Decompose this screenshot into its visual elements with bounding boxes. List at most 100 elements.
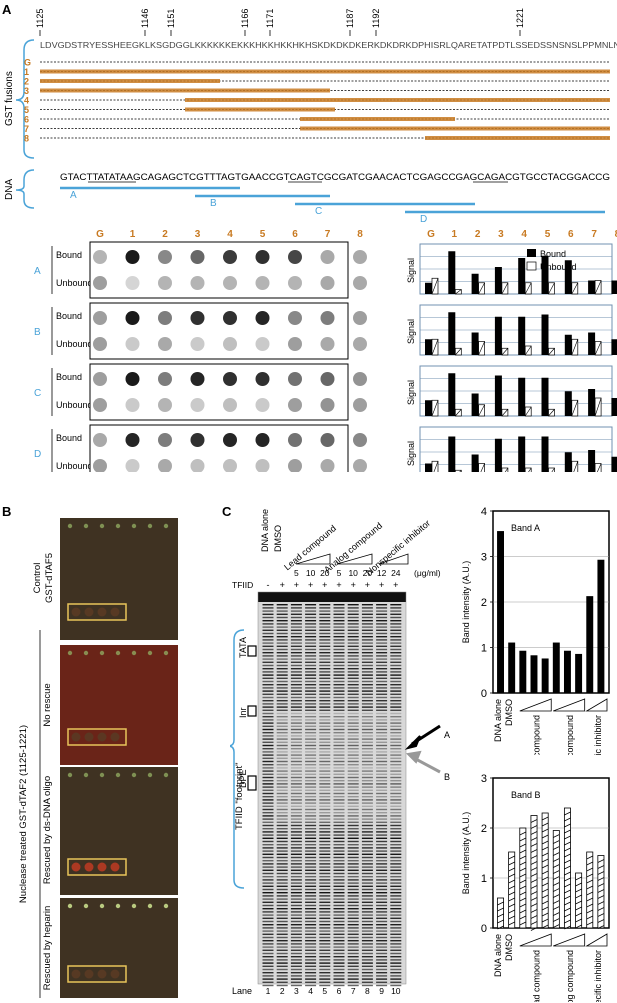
chart-bar-hatch [597,871,605,875]
chart-bar-hatch [541,840,549,845]
unbound-hatch [480,463,485,472]
gel-band [276,757,288,759]
gel-band [319,792,331,795]
arrow-a-head [404,735,421,750]
membrane-spot [131,523,137,529]
gel-band [262,703,274,705]
gel-band [347,754,359,756]
gel-band [333,725,345,727]
gel-band [262,751,274,753]
gel-band [390,834,402,836]
gel-band [319,872,331,875]
gel-band [319,655,331,657]
bound-dot [288,250,302,264]
gel-band [361,680,373,683]
gel-band [390,661,402,663]
bound-signal-bar [494,375,502,416]
gel-band [333,834,345,836]
gel-band [390,946,402,948]
gel-band [347,978,359,980]
gel-band [319,725,331,727]
gel-band [347,847,359,849]
gel-band [376,674,388,676]
gel-band [319,930,331,932]
gel-band [305,658,317,660]
unbound-dot [223,398,237,412]
gel-band [276,725,288,727]
signal-axis-label: Signal [406,258,416,283]
gel-band [262,840,274,843]
chart-bar-hatch [597,901,605,905]
gel-band [319,821,331,823]
gel-band [376,773,388,775]
bound-signal-bar [611,339,617,355]
gel-band [333,818,345,820]
gel-band [347,924,359,926]
gel-band [376,639,388,641]
fusion-bar [300,126,610,131]
gel-band [390,645,402,647]
bound-signal-bar [588,450,596,472]
membrane-spot [67,650,73,656]
gel-band [290,632,302,635]
chart-bar-hatch [541,834,549,839]
gel-band [376,850,388,852]
gel-band [361,965,373,967]
chart-bar [575,872,583,929]
bound-signal-bar [471,273,479,294]
gel-band [305,831,317,833]
gel-band [319,623,331,625]
gel-band [290,684,302,686]
gel-band [276,972,288,974]
unbound-signal-bar [548,467,555,472]
unbound-hatch [524,345,532,356]
gel-band [305,732,317,734]
gel-band [376,680,388,683]
gel-band [361,975,373,977]
gel-band [290,952,302,955]
chart-bar [541,812,549,929]
blot-frame [89,241,349,299]
gel-band [333,824,345,827]
gel-band [262,783,274,785]
gel-band [347,792,359,795]
gel-band [390,949,402,951]
gel-band [333,904,345,907]
gel-band [305,818,317,820]
gel-band [390,741,402,743]
unbound-signal-bar [594,463,602,472]
gel-band [376,764,388,766]
gel-band [361,895,373,897]
membrane-spot [115,772,121,778]
gel-band [305,824,317,827]
gel-band [361,936,373,939]
unbound-dot [255,398,270,412]
gel-band [290,754,302,756]
chart-title: Band A [511,523,540,533]
gel-band [276,888,288,891]
gel-band [290,642,302,644]
gel-band [305,911,317,913]
gel-band [305,908,317,910]
gel-band [347,658,359,660]
gel-band [262,687,274,689]
gel-band [305,703,317,705]
gel-band [333,946,345,948]
gel-band [305,876,317,878]
lane-number: 7 [351,986,356,996]
gel-band [305,885,317,887]
gel-band [276,802,288,804]
gel-band [361,639,373,641]
box-spot [110,862,120,872]
legend-unbound-label: Unbound [540,262,577,272]
gel-band [276,808,288,811]
gel-band [376,959,388,961]
gel-band [290,760,302,763]
gel-band [361,748,373,750]
gel-band [333,895,345,897]
gst-fusions-label: GST fusions [4,71,15,126]
gel-band [347,796,359,798]
gel-band [276,693,288,695]
gel-band [305,780,317,782]
chart-bar-hatch [530,879,538,883]
